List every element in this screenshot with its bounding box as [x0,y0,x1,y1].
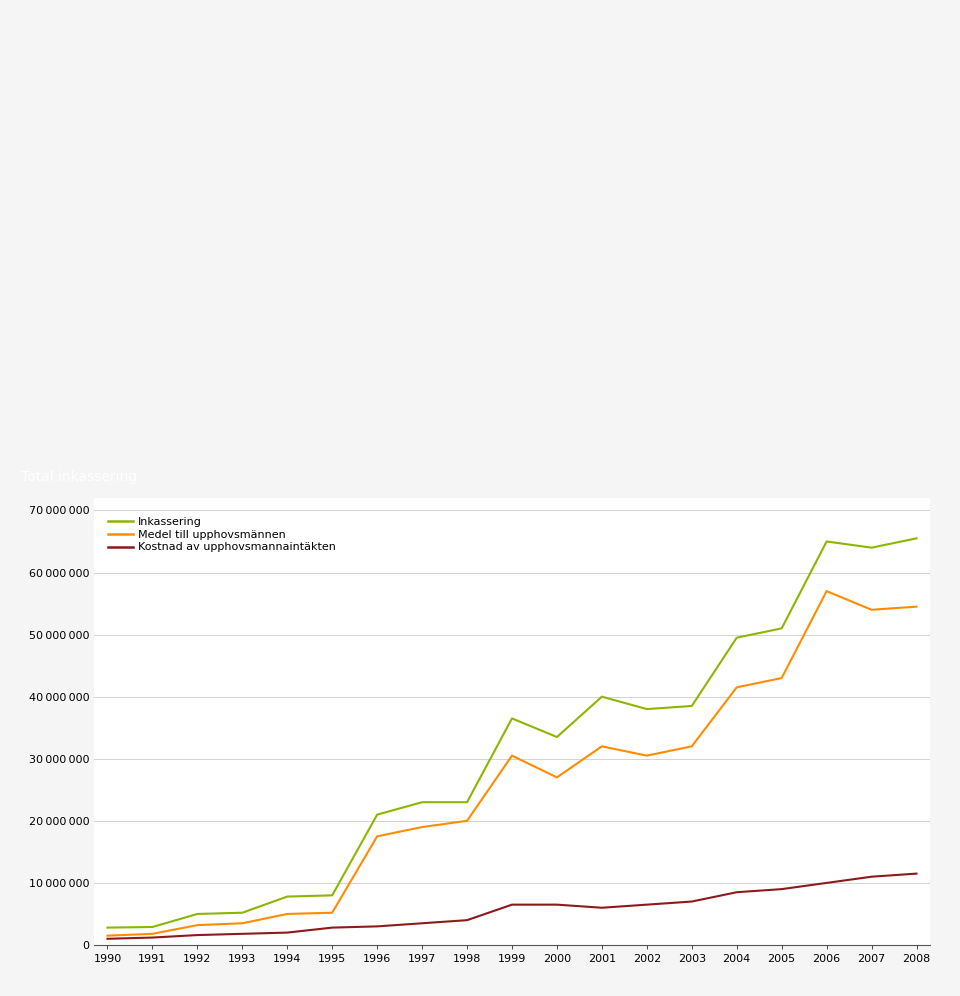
Text: Total inkassering: Total inkassering [21,470,137,484]
Legend: Inkassering, Medel till upphovsmännen, Kostnad av upphovsmannaintäkten: Inkassering, Medel till upphovsmännen, K… [104,513,341,557]
